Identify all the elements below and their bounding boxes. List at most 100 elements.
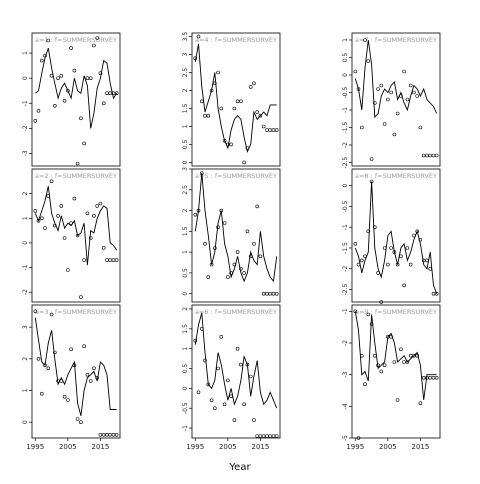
data-point bbox=[52, 104, 57, 108]
data-point bbox=[88, 379, 93, 383]
panel-5: a=5 : f=SUMMERSURVEY 0 0.5 1 1.5 2 2.5 3 bbox=[182, 167, 281, 303]
data-point bbox=[33, 119, 38, 123]
data-point bbox=[92, 43, 96, 48]
data-point bbox=[353, 309, 358, 314]
y-tick-label: -1.5 bbox=[342, 242, 349, 254]
data-point bbox=[434, 153, 439, 158]
data-point bbox=[105, 432, 109, 437]
data-point bbox=[392, 132, 397, 137]
data-point bbox=[356, 436, 361, 440]
y-tick-label: 1 bbox=[22, 388, 29, 392]
x-tick-label: 2015 bbox=[252, 443, 270, 451]
data-point bbox=[75, 161, 80, 166]
data-point bbox=[245, 229, 250, 234]
data-point bbox=[196, 34, 201, 39]
data-point bbox=[101, 101, 106, 106]
y-tick-label: 1.5 bbox=[182, 104, 189, 114]
data-point bbox=[66, 398, 70, 402]
data-point bbox=[111, 258, 116, 262]
data-point bbox=[36, 109, 41, 113]
data-point bbox=[431, 375, 436, 380]
data-point bbox=[389, 246, 393, 250]
data-point bbox=[261, 124, 266, 129]
data-point bbox=[108, 91, 112, 95]
data-point bbox=[46, 38, 51, 43]
data-point bbox=[239, 266, 243, 271]
data-point bbox=[402, 69, 406, 74]
y-tick-label: -0.5 bbox=[342, 200, 349, 212]
y-tick-label: 2 bbox=[22, 357, 29, 361]
data-point bbox=[258, 113, 263, 118]
data-point bbox=[366, 59, 371, 63]
data-point bbox=[39, 58, 44, 63]
data-point bbox=[239, 99, 243, 104]
data-point bbox=[95, 36, 99, 40]
x-tick-label: 2015 bbox=[412, 443, 430, 451]
data-point bbox=[402, 283, 406, 288]
data-point bbox=[359, 353, 364, 358]
data-point bbox=[392, 250, 397, 254]
data-point bbox=[88, 236, 93, 240]
data-point bbox=[389, 90, 393, 95]
data-point bbox=[75, 233, 80, 238]
y-tick-label: 0 bbox=[182, 292, 189, 296]
panel-title: a=8 : f=SUMMERSURVEY bbox=[355, 172, 437, 180]
data-point bbox=[405, 97, 410, 102]
data-point bbox=[98, 201, 103, 206]
data-point bbox=[428, 375, 433, 380]
panel-frame bbox=[31, 304, 121, 439]
data-point bbox=[386, 262, 390, 267]
data-point bbox=[415, 229, 420, 234]
y-tick-label: 0 bbox=[22, 241, 29, 245]
data-point bbox=[274, 128, 279, 132]
data-point bbox=[252, 81, 256, 86]
data-point bbox=[369, 322, 374, 326]
series-line bbox=[34, 186, 118, 266]
data-point bbox=[114, 258, 119, 262]
data-point bbox=[219, 334, 224, 339]
data-point bbox=[72, 68, 77, 73]
data-point bbox=[255, 110, 260, 114]
data-point bbox=[408, 353, 413, 358]
data-point bbox=[363, 38, 367, 42]
data-point bbox=[98, 432, 103, 437]
data-point bbox=[363, 254, 367, 259]
data-point bbox=[405, 360, 410, 364]
data-point bbox=[425, 153, 429, 158]
data-point bbox=[95, 204, 99, 208]
data-point bbox=[66, 88, 70, 93]
panel-8: a=6 : f=SUMMERSURVEY -1 -0.5 0 0.5 1 1.5 2 1995 2… bbox=[182, 304, 281, 451]
data-point bbox=[372, 353, 377, 358]
data-point bbox=[33, 309, 38, 314]
panel-title: a=1 : f=SUMMERSURVEY bbox=[35, 36, 117, 44]
data-point bbox=[399, 94, 403, 98]
data-point bbox=[382, 122, 387, 126]
y-tick-label: -0.5 bbox=[342, 86, 349, 98]
data-point bbox=[408, 83, 413, 88]
data-point bbox=[209, 262, 214, 267]
data-point bbox=[59, 379, 64, 383]
data-point bbox=[356, 262, 361, 267]
x-tick-label: 2005 bbox=[219, 443, 237, 451]
data-point bbox=[245, 362, 250, 367]
y-tick-label: 2 bbox=[22, 192, 29, 196]
data-point bbox=[219, 106, 224, 111]
data-point bbox=[79, 295, 83, 299]
data-point bbox=[52, 350, 57, 355]
y-tick-label: 1 bbox=[22, 51, 29, 55]
data-point bbox=[62, 236, 67, 240]
data-point bbox=[248, 254, 253, 259]
data-point bbox=[372, 225, 377, 229]
panel-title: a=2 : f=SUMMERSURVEY bbox=[35, 172, 117, 180]
y-tick-label: -1.5 bbox=[342, 121, 349, 133]
data-point bbox=[245, 146, 250, 150]
panel-title: a=3 : f=SUMMERSURVEY bbox=[35, 308, 117, 316]
data-point bbox=[379, 83, 384, 88]
data-point bbox=[52, 223, 57, 228]
y-tick-label: 2.5 bbox=[182, 185, 189, 195]
panel-2: a=4 : f=SUMMERSURVEY 0 0.5 1 1.5 2 2.5 3 3.5 bbox=[182, 32, 281, 167]
data-point bbox=[399, 347, 403, 352]
data-point bbox=[386, 97, 390, 102]
data-point bbox=[392, 360, 397, 364]
